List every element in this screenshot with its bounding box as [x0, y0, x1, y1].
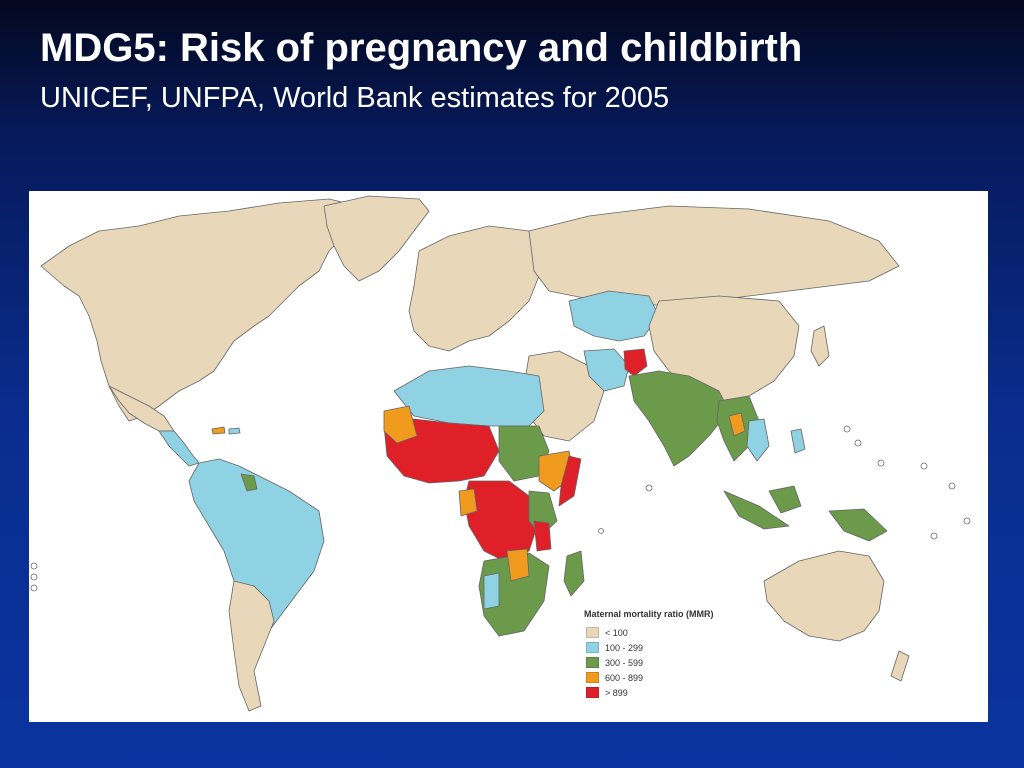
region-central-africa: [463, 480, 540, 562]
legend-item: 100 - 299: [584, 640, 784, 655]
legend-swatch-5: [586, 687, 599, 698]
region-laos: [728, 412, 746, 437]
region-south-america: [188, 458, 325, 642]
region-north-america: [40, 198, 360, 422]
region-guyana: [240, 473, 258, 492]
legend-item: > 899: [584, 685, 784, 700]
region-namibia: [483, 572, 500, 610]
legend-label-5: > 899: [605, 687, 628, 698]
region-indochina: [746, 418, 770, 462]
legend-label-3: 300 - 599: [605, 657, 644, 668]
legend-label-2: 100 - 299: [605, 642, 644, 653]
legend-swatch-1: [586, 627, 599, 638]
slide-subtitle: UNICEF, UNFPA, World Bank estimates for …: [40, 82, 670, 114]
legend-swatch-3: [586, 657, 599, 668]
region-philippines: [790, 428, 806, 454]
region-central-america: [158, 430, 200, 467]
region-south-asia: [628, 370, 730, 467]
region-iran: [583, 348, 630, 392]
legend-item: < 100: [584, 625, 784, 640]
region-greenland: [323, 195, 430, 282]
region-madagascar: [563, 550, 585, 597]
region-caribbean-2: [228, 427, 241, 435]
region-borneo: [768, 485, 802, 514]
region-mozambique-red: [533, 520, 552, 552]
region-europe: [408, 225, 550, 352]
slide-title: MDG5: Risk of pregnancy and childbirth: [40, 26, 803, 70]
region-new-guinea: [828, 508, 888, 542]
legend-item: 300 - 599: [584, 655, 784, 670]
legend-label-4: 600 - 899: [605, 672, 644, 683]
region-afghanistan: [623, 348, 648, 377]
map-legend: Maternal mortality ratio (MMR) < 100 100…: [584, 609, 784, 700]
legend-swatch-2: [586, 642, 599, 653]
region-north-africa: [393, 365, 545, 427]
legend-label-1: < 100: [605, 627, 628, 638]
region-somalia: [558, 455, 582, 507]
world-map: Maternal mortality ratio (MMR) < 100 100…: [29, 191, 988, 722]
world-map-svg: [30, 195, 971, 712]
region-new-zealand: [890, 650, 910, 682]
region-caribbean: [211, 426, 226, 435]
legend-swatch-4: [586, 672, 599, 683]
region-gabon: [458, 488, 478, 517]
legend-item: 600 - 899: [584, 670, 784, 685]
region-russia: [528, 205, 900, 307]
region-southern-cone: [228, 580, 275, 712]
region-angola: [506, 548, 530, 582]
region-australia: [763, 550, 885, 642]
region-indonesia: [723, 490, 790, 530]
region-mali: [383, 405, 418, 444]
legend-title: Maternal mortality ratio (MMR): [584, 609, 714, 619]
region-japan: [810, 325, 830, 367]
region-central-asia: [568, 290, 660, 342]
